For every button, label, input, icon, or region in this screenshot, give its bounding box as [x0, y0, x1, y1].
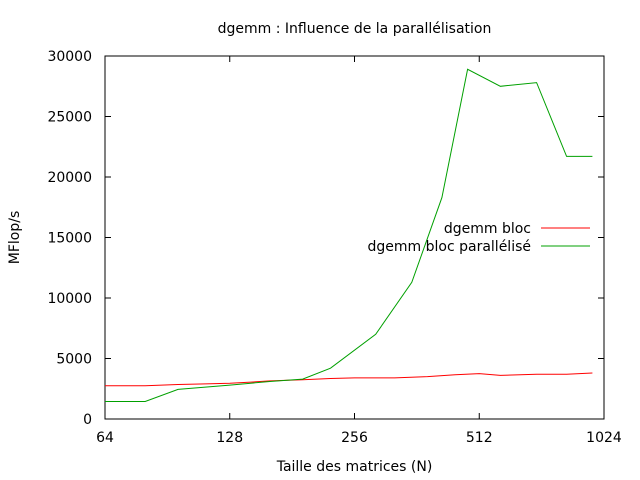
y-tick-label: 0 — [83, 412, 92, 428]
x-tick-label: 128 — [216, 430, 243, 446]
series-line — [105, 68, 593, 402]
axis-ticks: 0 5000 10000 15000 20000 25000 30000 64 128 256 51… — [47, 49, 621, 446]
y-tick-label: 25000 — [47, 110, 92, 126]
series-line — [105, 372, 593, 387]
legend-label: dgemm bloc parallélisé — [368, 239, 531, 255]
x-tick-label: 256 — [341, 430, 368, 446]
plot-frame — [104, 55, 605, 420]
y-tick-label: 10000 — [47, 291, 92, 307]
series-lines — [105, 68, 593, 402]
legend: dgemm bloc dgemm bloc parallélisé — [368, 221, 590, 255]
y-tick-label: 5000 — [56, 352, 92, 368]
legend-label: dgemm bloc — [444, 221, 531, 237]
chart-title: dgemm : Influence de la parallélisation — [218, 21, 492, 37]
x-tick-label: 1024 — [586, 430, 622, 446]
y-axis-label: MFlop/s — [7, 211, 23, 264]
x-tick-label: 512 — [466, 430, 493, 446]
x-tick-label: 64 — [96, 430, 114, 446]
y-tick-label: 20000 — [47, 170, 92, 186]
y-tick-label: 30000 — [47, 49, 92, 65]
x-axis-label: Taille des matrices (N) — [276, 459, 433, 475]
y-tick-label: 15000 — [47, 231, 92, 247]
